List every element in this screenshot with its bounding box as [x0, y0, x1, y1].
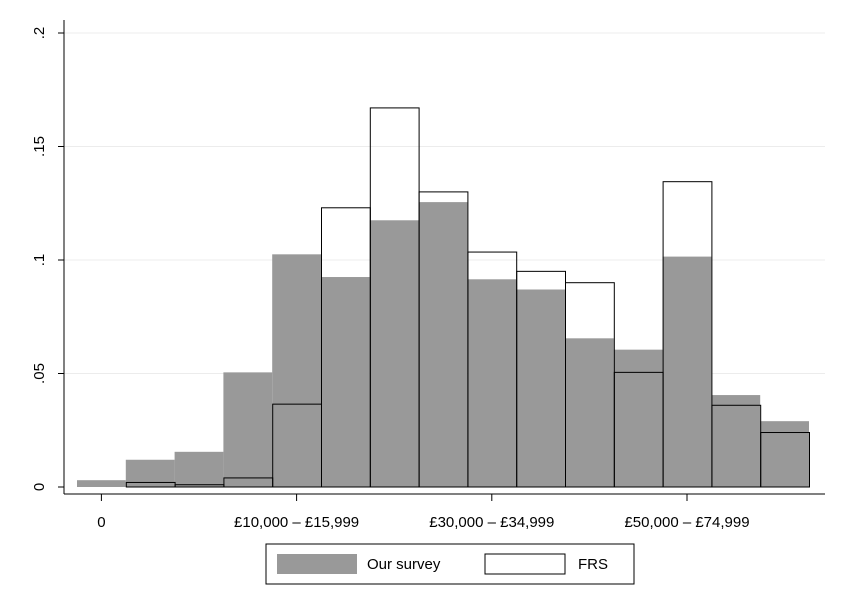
legend-label-frs: FRS: [578, 556, 608, 573]
y-tick-label: .2: [31, 27, 48, 40]
our-survey-bar: [418, 202, 468, 488]
axes: 0 .05 .1 .15 .2 0 £10,000 – £15,999 £30,000 – £…: [31, 20, 825, 531]
y-tick-label: .15: [31, 136, 48, 157]
x-tick-label: 0: [97, 514, 105, 531]
our-survey-bar: [662, 256, 712, 487]
our-survey-bar: [369, 220, 419, 487]
our-survey-bar: [467, 279, 517, 487]
x-tick-label: £50,000 – £74,999: [624, 514, 749, 531]
legend: Our survey FRS: [265, 543, 635, 585]
our-survey-bar: [565, 338, 614, 487]
our-survey-bar: [321, 277, 370, 487]
our-survey-bars: [77, 202, 809, 488]
our-survey-bar: [223, 372, 273, 487]
y-tick-label: .05: [31, 363, 48, 384]
frs-bar: [760, 432, 811, 488]
our-survey-bar: [77, 480, 126, 487]
our-survey-bar: [711, 395, 761, 487]
frs-bar: [662, 181, 713, 488]
x-tick-label: £30,000 – £34,999: [429, 514, 554, 531]
our-survey-bar: [272, 254, 321, 487]
legend-swatch-frs: [484, 553, 566, 575]
our-survey-bar: [613, 349, 663, 487]
legend-swatch-our-survey: [277, 554, 357, 574]
y-tick-label: 0: [31, 483, 48, 491]
legend-label-our-survey: Our survey: [367, 556, 441, 573]
frs-bars: [125, 107, 811, 488]
our-survey-bar: [174, 451, 224, 487]
our-survey-bar: [516, 289, 565, 487]
y-tick-label: .1: [31, 254, 48, 267]
our-survey-bar: [760, 421, 809, 487]
x-tick-label: £10,000 – £15,999: [234, 514, 359, 531]
